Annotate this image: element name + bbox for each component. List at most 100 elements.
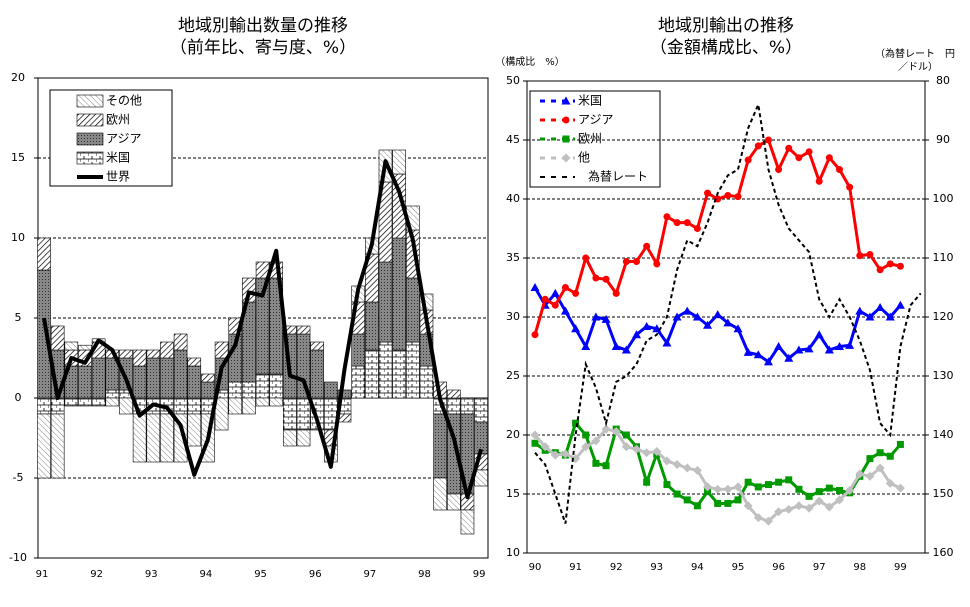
bar-segment — [50, 325, 65, 351]
y-tick-label: 45 — [506, 133, 520, 146]
y-tick-label: 10 — [11, 231, 25, 244]
line — [534, 101, 922, 524]
bar-segment — [255, 373, 270, 399]
line — [533, 286, 902, 364]
bar-segment — [160, 357, 174, 399]
bar-segment — [324, 381, 338, 399]
marker — [643, 242, 651, 250]
bar-segment — [187, 357, 202, 367]
x-tick-label: 97 — [813, 562, 826, 573]
marker — [835, 495, 844, 505]
bar-segment — [78, 365, 92, 399]
x-tick-label: 96 — [772, 562, 785, 573]
bar-segment — [119, 397, 133, 415]
marker — [886, 452, 894, 460]
y-tick-label: 15 — [11, 151, 25, 164]
x-tick-label: 92 — [610, 562, 623, 573]
bar-segment — [132, 349, 147, 367]
marker — [855, 306, 865, 315]
y-tick-label: 35 — [506, 251, 520, 264]
marker — [714, 499, 722, 507]
marker — [875, 463, 885, 473]
marker — [814, 496, 824, 506]
x-tick-label: 91 — [569, 562, 582, 573]
marker — [815, 488, 823, 496]
marker — [774, 507, 784, 517]
x-tick-label: 99 — [473, 569, 486, 580]
y2-axis-label: （為替レート 円 — [875, 47, 955, 60]
x-tick-label: 93 — [145, 569, 158, 580]
legend-marker — [561, 153, 571, 163]
legend-label: アジア — [578, 113, 614, 127]
marker — [753, 513, 763, 523]
marker — [632, 330, 641, 339]
bar-segment — [433, 413, 447, 479]
bar-segment — [406, 277, 420, 343]
y-tick-label: 40 — [506, 192, 520, 205]
marker — [763, 516, 773, 526]
y2-tick-label: 140 — [933, 428, 954, 441]
legend-swatch — [76, 113, 104, 127]
marker — [824, 502, 834, 512]
marker — [582, 254, 590, 262]
marker — [642, 448, 652, 458]
bar-segment — [460, 397, 475, 415]
bar-segment — [91, 397, 106, 407]
x-tick-label: 90 — [529, 562, 542, 573]
bar-segment — [433, 477, 447, 511]
bar-segment — [242, 397, 256, 415]
bar-segment — [187, 365, 202, 399]
legend-swatch — [76, 151, 104, 165]
marker — [876, 266, 884, 274]
y-tick-label: 30 — [506, 310, 520, 323]
y-tick-label: 15 — [506, 487, 520, 500]
y-tick-label: 10 — [506, 546, 520, 559]
legend-swatch — [76, 132, 104, 146]
bar-segment — [337, 389, 352, 399]
marker — [724, 191, 732, 199]
y-tick-label: 25 — [506, 369, 520, 382]
bar-segment — [201, 381, 215, 399]
bar-segment — [378, 261, 393, 343]
x-tick-label: 91 — [36, 569, 49, 580]
x-tick-label: 96 — [309, 569, 322, 580]
bar-segment — [146, 357, 161, 399]
marker — [743, 501, 753, 511]
chart-subtitle: （前年比、寄与度、%） — [170, 38, 356, 58]
bar-segment — [283, 397, 297, 431]
bar-segment — [310, 349, 325, 399]
marker — [754, 483, 762, 491]
y-tick-label: 50 — [506, 74, 520, 87]
marker — [764, 136, 772, 144]
marker — [744, 156, 752, 164]
y-axis-label: （構成比 %） — [495, 55, 565, 68]
marker — [866, 455, 874, 463]
marker — [683, 496, 691, 504]
bar-segment — [146, 413, 161, 463]
bar-segment — [160, 341, 174, 359]
y2-tick-label: 80 — [936, 74, 950, 87]
marker — [682, 463, 692, 473]
marker — [531, 439, 539, 447]
marker — [785, 476, 793, 484]
marker — [896, 262, 904, 270]
marker — [673, 490, 681, 498]
x-tick-label: 92 — [90, 569, 103, 580]
bar-segment — [283, 429, 297, 447]
marker — [611, 426, 621, 436]
marker — [704, 488, 712, 496]
marker — [846, 183, 854, 191]
bar-segment — [119, 357, 133, 391]
bar-segment — [351, 333, 365, 367]
bar-segment — [351, 365, 365, 399]
marker — [875, 303, 885, 312]
marker — [550, 288, 560, 297]
y-tick-label: 0 — [15, 391, 22, 404]
marker — [885, 478, 895, 488]
legend-marker — [562, 116, 570, 124]
marker — [673, 219, 681, 227]
marker — [683, 219, 691, 227]
marker — [825, 484, 833, 492]
bar-segment — [460, 509, 475, 535]
marker — [704, 189, 712, 197]
